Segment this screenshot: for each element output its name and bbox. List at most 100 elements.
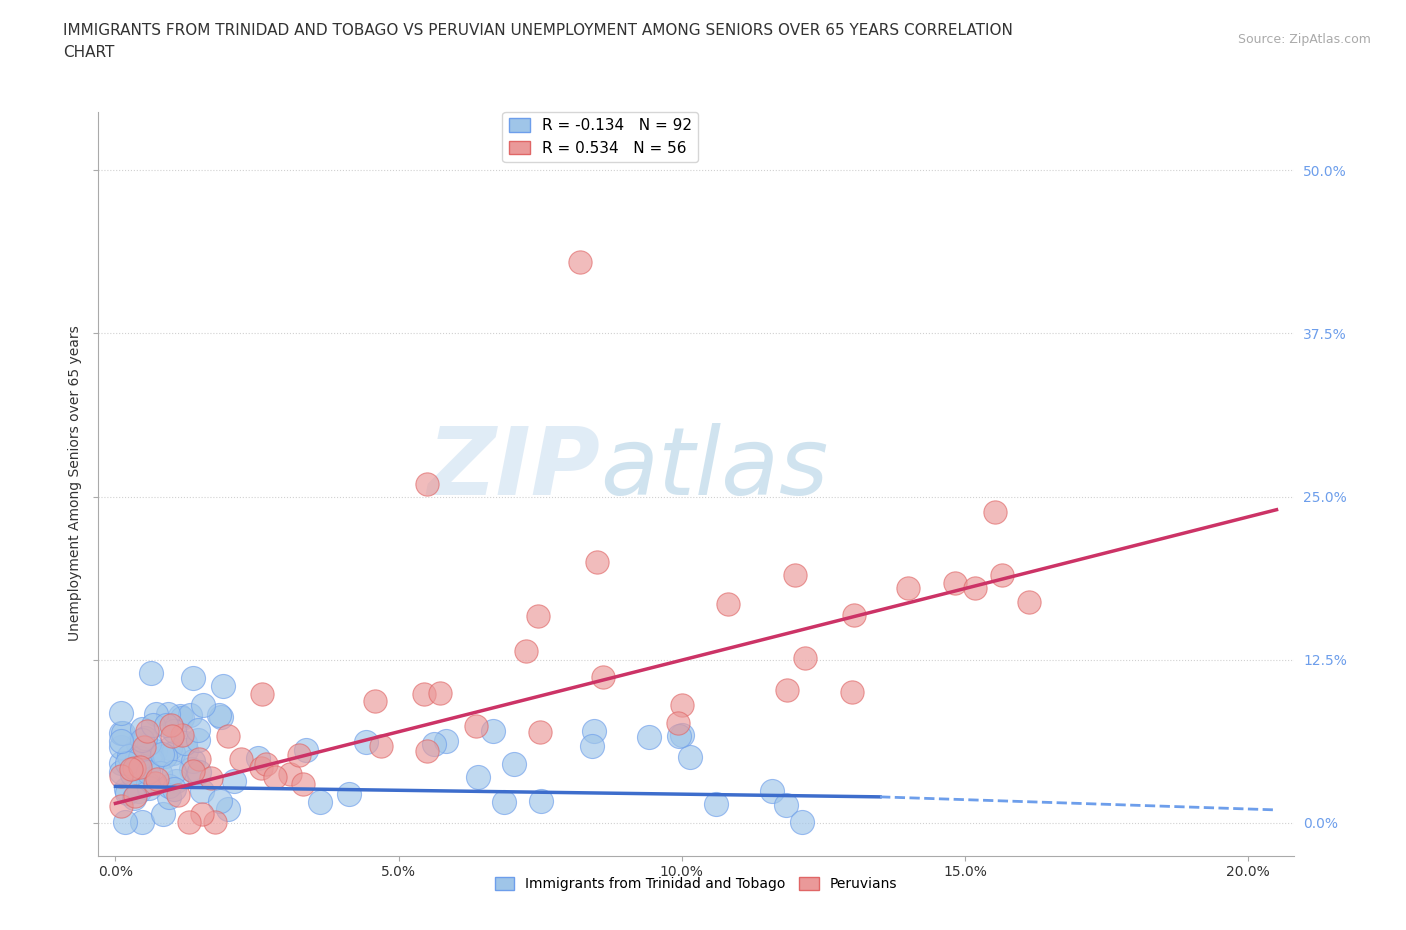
Point	[183, 753, 205, 768]
Point	[115, 786, 138, 801]
Legend: Immigrants from Trinidad and Tobago, Peruvians: Immigrants from Trinidad and Tobago, Per…	[489, 872, 903, 897]
Point	[134, 730, 156, 745]
Point	[145, 706, 167, 721]
Point	[110, 756, 132, 771]
Point	[252, 686, 274, 701]
Point	[162, 728, 184, 743]
Point	[152, 806, 174, 821]
Point	[526, 608, 548, 623]
Point	[793, 651, 815, 666]
Point	[115, 781, 138, 796]
Point	[668, 728, 690, 743]
Point	[138, 780, 160, 795]
Point	[264, 769, 287, 784]
Point	[963, 580, 986, 595]
Point	[138, 736, 160, 751]
Point	[568, 254, 591, 269]
Point	[191, 698, 214, 712]
Point	[467, 769, 489, 784]
Point	[114, 815, 136, 830]
Point	[717, 597, 740, 612]
Point	[157, 790, 180, 804]
Point	[143, 743, 166, 758]
Point	[209, 793, 232, 808]
Point	[841, 685, 863, 700]
Point	[110, 769, 132, 784]
Point	[776, 683, 799, 698]
Point	[217, 801, 239, 816]
Point	[991, 568, 1014, 583]
Point	[294, 743, 316, 758]
Point	[187, 733, 209, 748]
Point	[110, 799, 132, 814]
Point	[502, 757, 524, 772]
Point	[172, 711, 194, 726]
Point	[136, 777, 159, 791]
Point	[191, 806, 214, 821]
Text: atlas: atlas	[600, 423, 828, 514]
Point	[187, 751, 209, 766]
Point	[150, 746, 173, 761]
Point	[157, 778, 180, 793]
Point	[897, 580, 920, 595]
Point	[666, 715, 689, 730]
Point	[118, 749, 141, 764]
Point	[163, 781, 186, 796]
Point	[208, 708, 231, 723]
Point	[122, 790, 145, 805]
Point	[309, 794, 332, 809]
Point	[131, 721, 153, 736]
Point	[429, 685, 451, 700]
Point	[436, 734, 458, 749]
Point	[370, 738, 392, 753]
Point	[110, 725, 132, 740]
Point	[637, 730, 659, 745]
Point	[200, 771, 222, 786]
Point	[122, 761, 145, 776]
Point	[581, 738, 603, 753]
Point	[337, 787, 360, 802]
Point	[127, 737, 149, 751]
Point	[671, 698, 693, 713]
Point	[159, 717, 181, 732]
Text: CHART: CHART	[63, 45, 115, 60]
Point	[231, 751, 253, 766]
Point	[128, 783, 150, 798]
Point	[156, 706, 179, 721]
Point	[110, 739, 132, 754]
Point	[204, 815, 226, 830]
Point	[413, 686, 436, 701]
Point	[761, 784, 783, 799]
Point	[187, 723, 209, 737]
Point	[169, 709, 191, 724]
Text: ZIP: ZIP	[427, 423, 600, 514]
Point	[117, 756, 139, 771]
Point	[1018, 594, 1040, 609]
Point	[356, 735, 378, 750]
Point	[678, 750, 700, 764]
Point	[129, 751, 152, 765]
Point	[110, 706, 132, 721]
Point	[363, 693, 385, 708]
Text: Source: ZipAtlas.com: Source: ZipAtlas.com	[1237, 33, 1371, 46]
Point	[145, 772, 167, 787]
Point	[121, 767, 143, 782]
Point	[153, 749, 176, 764]
Point	[131, 761, 153, 776]
Point	[212, 679, 235, 694]
Point	[790, 815, 813, 830]
Point	[984, 504, 1007, 519]
Point	[465, 718, 488, 733]
Point	[246, 751, 269, 765]
Point	[224, 773, 246, 788]
Point	[141, 752, 163, 767]
Point	[492, 795, 515, 810]
Point	[287, 747, 309, 762]
Point	[131, 764, 153, 778]
Point	[174, 736, 197, 751]
Point	[141, 746, 163, 761]
Point	[162, 764, 184, 779]
Point	[423, 737, 446, 751]
Point	[179, 708, 201, 723]
Point	[167, 787, 190, 802]
